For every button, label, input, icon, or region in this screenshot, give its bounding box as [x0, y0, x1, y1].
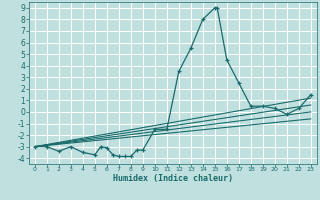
X-axis label: Humidex (Indice chaleur): Humidex (Indice chaleur): [113, 174, 233, 183]
